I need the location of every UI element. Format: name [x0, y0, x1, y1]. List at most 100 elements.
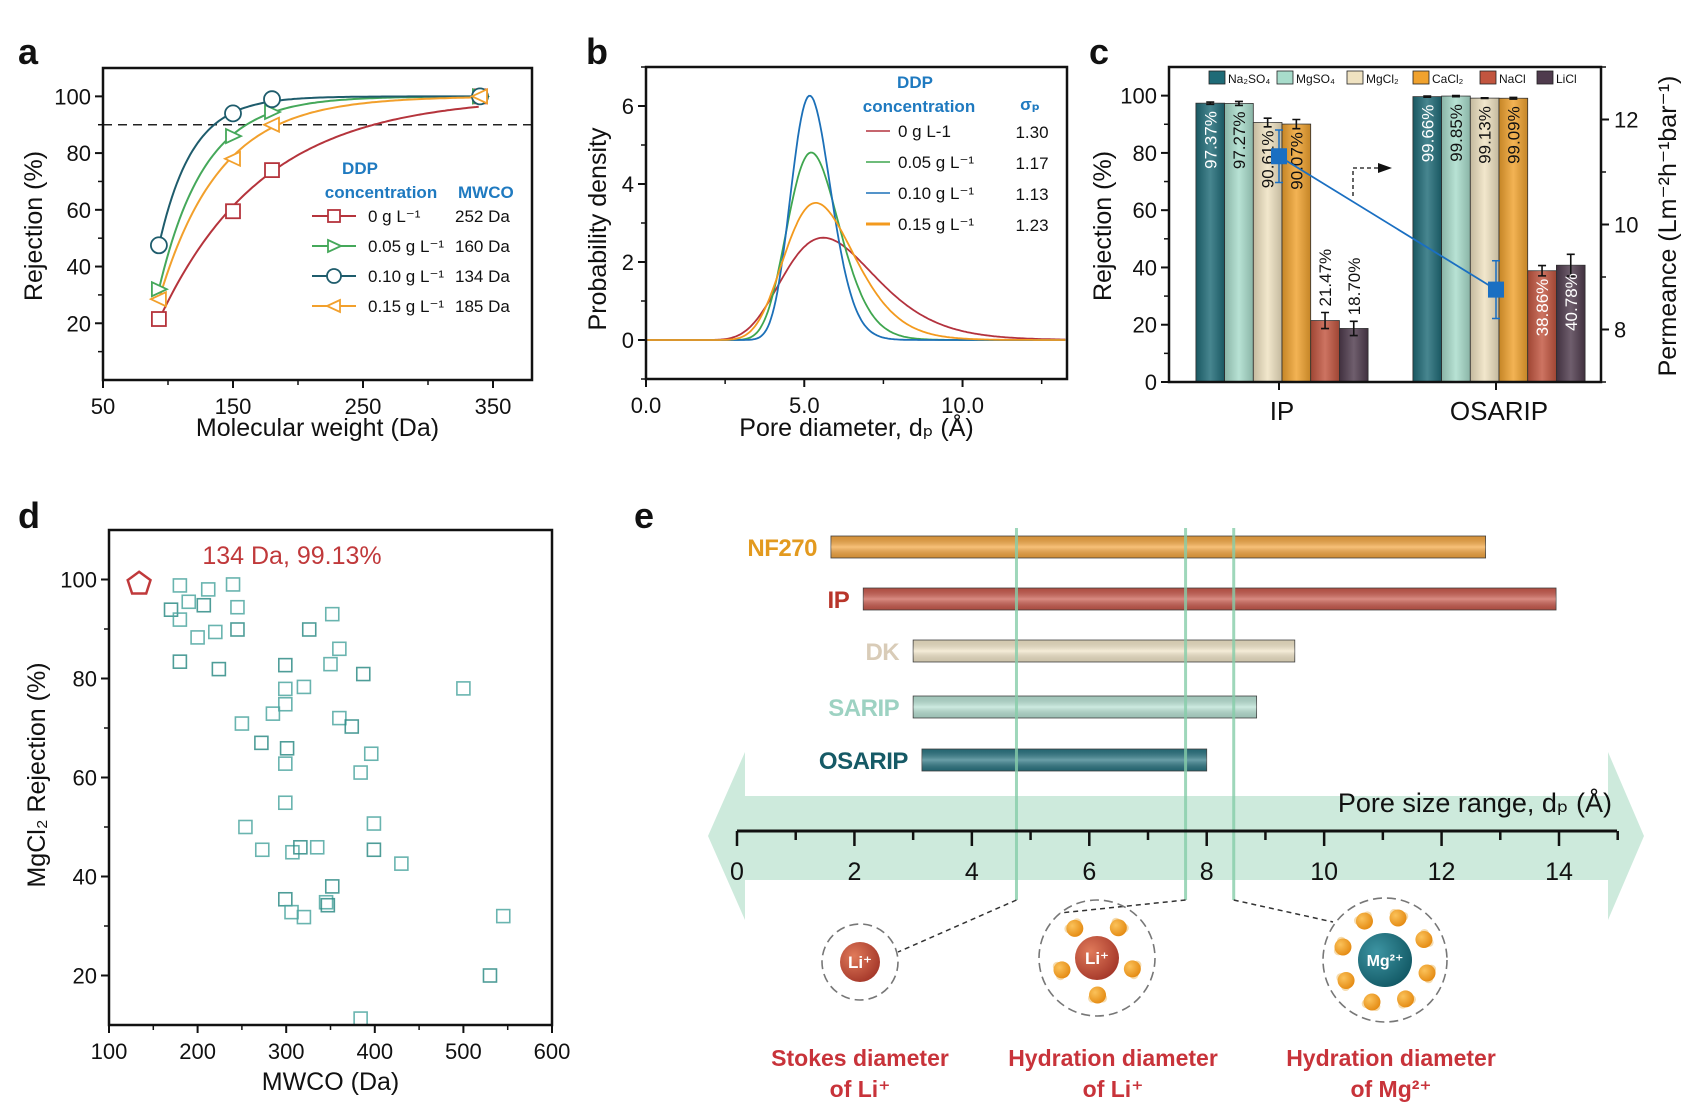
scatter-point [344, 719, 360, 734]
scatter-point [296, 909, 312, 925]
y-tick-label: 4 [622, 172, 634, 197]
category-label: OSARIP [1450, 396, 1548, 426]
y2-tick-label: 8 [1614, 318, 1626, 343]
range-bar-OSARIP: OSARIP [819, 748, 1208, 775]
scatter-point [172, 578, 188, 593]
highlight-annotation: 134 Da, 99.13% [202, 542, 381, 570]
scatter-point [278, 696, 293, 712]
y-tick-label: 80 [73, 667, 97, 692]
bar-IP-4: 21.47% [1310, 249, 1340, 383]
water-oxygen-icon [1066, 919, 1084, 937]
legend-label: 0.15 g L⁻¹ [368, 297, 444, 316]
permeance-point [1488, 281, 1504, 298]
error-bar [1234, 100, 1243, 107]
legend-swatch [1536, 70, 1554, 85]
scatter-point [353, 765, 368, 780]
x-tick-label: 150 [215, 394, 252, 419]
panel-label-d: d [18, 495, 40, 536]
bar-shading [1253, 122, 1282, 382]
scatter-point [279, 740, 295, 756]
ion-label: Li⁺ [1085, 949, 1109, 968]
scatter-point [482, 968, 498, 983]
ion-label: Li⁺ [848, 953, 872, 972]
x-tick-label: 100 [91, 1039, 128, 1064]
y-tick-label: 80 [67, 141, 91, 166]
bar-OSARIP-0: 99.66% [1412, 95, 1443, 383]
range-bar-shading [913, 696, 1257, 718]
legend: DDP concentration MWCO 0 g L⁻¹ 252 Da 0.05 g … [312, 159, 514, 316]
bar-shading [1556, 265, 1586, 382]
bar-shading [1470, 98, 1499, 383]
x-tick-label: 5.0 [789, 393, 820, 418]
panel-label-c: c [1089, 31, 1109, 72]
scatter-point [254, 842, 270, 858]
legend-label: MgCl₂ [1366, 72, 1399, 86]
data-point-triangle-right [225, 127, 244, 145]
x-axis-label: MWCO (Da) [262, 1068, 399, 1096]
error-bar [1566, 253, 1575, 277]
highlight-point-pentagon [126, 570, 152, 595]
water-oxygen-icon [1355, 912, 1373, 930]
data-point-circle [326, 268, 342, 284]
water-oxygen-icon [1053, 961, 1071, 979]
x-tick-label: 500 [445, 1039, 482, 1064]
legend-sigma-value: 1.30 [1015, 123, 1048, 142]
hydration-shell-icon [1038, 899, 1156, 1017]
legend-label: CaCl₂ [1432, 72, 1464, 86]
plot-frame [644, 65, 1069, 381]
water-oxygen-icon [1418, 964, 1436, 982]
panel-c-salt-rejection-chart: 97.37% 99.66% 97.27% 99.85% 90.61% 99.13% 90.0… [1089, 65, 1682, 426]
density-curve-series-3 [646, 202, 1066, 341]
scatter-point [234, 716, 250, 731]
hydration-shell-icon [821, 923, 899, 1001]
error-bar [1263, 117, 1272, 128]
bar-value-label: 40.78% [1562, 273, 1581, 331]
bar-value-label: 97.27% [1230, 111, 1249, 169]
x-tick-label: 12 [1428, 858, 1456, 886]
legend-mwco-value: 160 Da [455, 237, 510, 256]
range-bar-shading [863, 588, 1557, 610]
legend-label: 0 g L-1 [898, 122, 951, 141]
bar-value-label: 90.61% [1259, 131, 1278, 189]
legend-label: Na₂SO₄ [1228, 72, 1270, 86]
data-point-square [264, 162, 280, 179]
plot-frame [101, 66, 534, 382]
legend-title: DDP [897, 73, 933, 92]
bar-shading [1527, 270, 1557, 382]
x-axis-label: Pore size range, dₚ (Å) [1338, 787, 1612, 818]
scatter-point [353, 1011, 368, 1026]
bar-shading [1224, 103, 1254, 382]
panel-label-e: e [634, 495, 654, 536]
bar-value-label: 99.13% [1476, 106, 1495, 164]
range-bar-DK: DK [865, 639, 1296, 666]
x-tick-label: 2 [847, 858, 861, 886]
range-bar-shading [921, 749, 1207, 771]
scatter-point [324, 879, 340, 894]
x-tick-label: 0 [730, 858, 744, 886]
fit-curve-series-3 [157, 96, 479, 300]
bar-IP-0: 97.37% [1195, 101, 1226, 383]
data-point-circle [263, 90, 281, 109]
bar-value-label: 97.37% [1201, 111, 1220, 169]
scatter-point [278, 657, 293, 673]
legend-label: 0.10 g L⁻¹ [898, 184, 974, 203]
data-point-square [327, 209, 341, 223]
arrow-head-icon [1378, 163, 1392, 173]
legend-swatch [1208, 70, 1226, 85]
legend-title: σₚ [1020, 95, 1040, 114]
scatter-point [320, 897, 336, 913]
bar-shading [1499, 98, 1528, 382]
ion-illustration-1: Li⁺ Hydration diameter of Li⁺ [1008, 899, 1218, 1102]
panel-e-pore-size-range-diagram: NF270 IP DK SARIP OSARIP 0 2 4 6 8 10 12 14 Pore size… [708, 528, 1644, 1102]
y-axis-label: Rejection (%) [20, 151, 48, 301]
scatter-point [278, 756, 293, 771]
right-axis-indicator-arrow [1352, 167, 1378, 196]
data-point-triangle-right [150, 280, 170, 298]
bar-shading [1412, 96, 1442, 383]
y-tick-label: 60 [67, 198, 91, 223]
legend: Na₂SO₄ MgSO₄ MgCl₂ CaCl₂ NaCl LiCl [1208, 70, 1577, 86]
x-axis-label: Pore diameter, dₚ (Å) [739, 412, 973, 442]
scatter-point [172, 654, 188, 669]
panel-label-a: a [18, 31, 39, 72]
